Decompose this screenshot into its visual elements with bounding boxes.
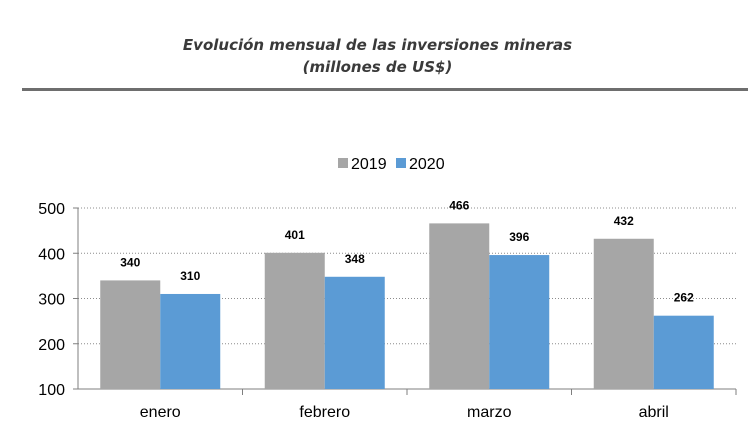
legend-swatch-2020 (396, 158, 406, 168)
legend-swatch-2019 (338, 158, 348, 168)
data-label: 348 (345, 252, 365, 266)
data-label: 466 (449, 198, 469, 212)
bar-2020-febrero (324, 276, 385, 389)
y-tick-label: 100 (38, 382, 65, 399)
y-tick-label: 500 (38, 201, 65, 218)
data-label: 401 (285, 228, 305, 242)
data-label: 340 (120, 255, 140, 269)
bar-2019-abril (593, 238, 654, 389)
data-label: 396 (509, 230, 529, 244)
y-tick-label: 300 (38, 292, 65, 309)
bar-2019-enero (100, 280, 161, 389)
x-tick-label: abril (639, 404, 669, 421)
x-tick-label: febrero (299, 404, 350, 421)
legend-label-2020: 2020 (409, 156, 445, 173)
x-tick-label: enero (140, 404, 181, 421)
data-label: 262 (674, 291, 694, 305)
bar-2019-marzo (429, 223, 490, 389)
bar-2020-enero (160, 293, 221, 389)
legend-label-2019: 2019 (351, 156, 387, 173)
bar-2020-abril (653, 315, 714, 389)
title-divider (22, 88, 748, 91)
y-tick-label: 400 (38, 246, 65, 263)
x-tick-label: marzo (467, 404, 512, 421)
data-label: 432 (614, 214, 634, 228)
chart-title-line1: Evolución mensual de las inversiones min… (182, 36, 573, 54)
y-tick-label: 200 (38, 337, 65, 354)
data-label: 310 (180, 269, 200, 283)
bar-2020-marzo (489, 255, 550, 389)
chart-title-line2: (millones de US$) (302, 58, 453, 76)
bar-2019-febrero (264, 252, 325, 389)
chart-title: Evolución mensual de las inversiones min… (0, 34, 755, 78)
